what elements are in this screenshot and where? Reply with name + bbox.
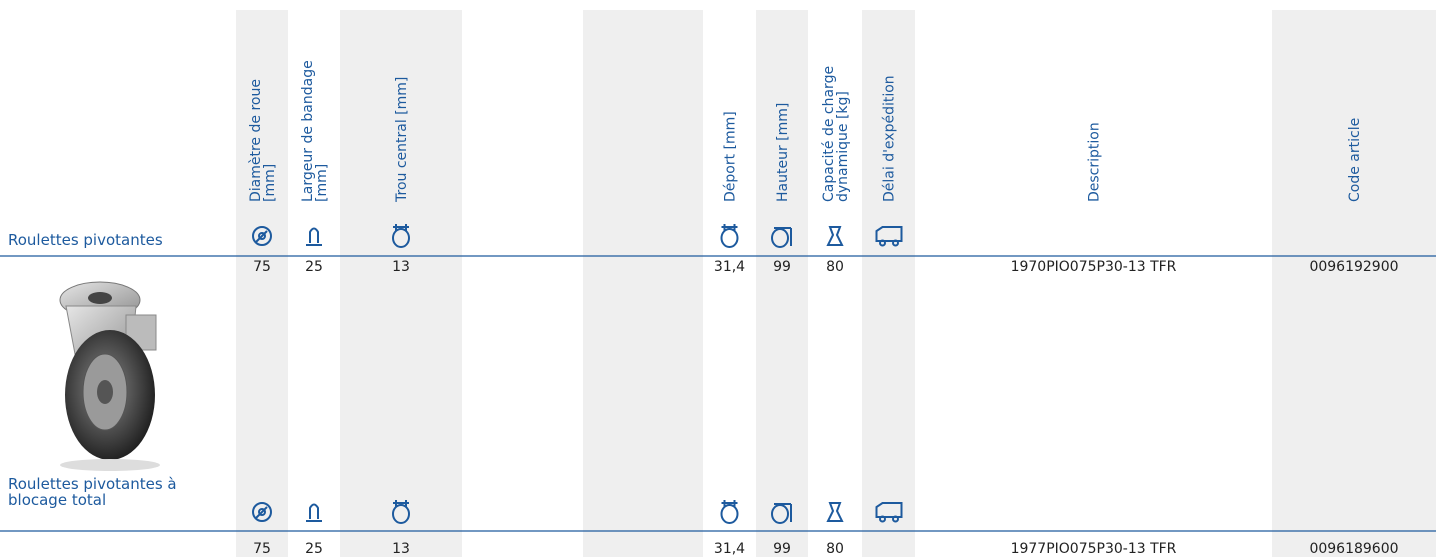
table-row: Roulettes pivotantes 75 25 13 31,4 99 80 1970PI… [8,224,1399,275]
cell-value: 31,4 [714,541,745,557]
icon [255,506,268,519]
icon [774,503,792,522]
column-header: Description [1087,122,1103,202]
icon [879,515,886,523]
icon [720,228,739,248]
cell-value: 31,4 [714,259,745,275]
icon [892,239,899,247]
column-header: [mm] [314,164,330,202]
icon [892,515,899,523]
column-header: Capacité de charge [821,66,837,202]
column-band [340,10,462,557]
cell-value: 1970PIO075P30-13 TFR [1011,259,1177,275]
column-band [236,10,288,557]
column-shading [236,10,1436,557]
cell-value: 0096192900 [1309,259,1398,275]
column-band [862,10,915,557]
icon [826,226,844,246]
cell-value: 13 [392,541,410,557]
icon [255,230,268,243]
table-header: Diamètre de roue[mm] Largeur de bandage[m… [248,60,1363,203]
column-header: Diamètre de roue [248,79,264,202]
cell-value: 25 [305,541,323,557]
column-header: Code article [1347,118,1363,202]
icon [392,504,410,524]
section-label: Roulettes pivotantes [8,231,163,249]
column-header: Hauteur [mm] [775,103,791,202]
cell-value: 25 [305,259,323,275]
cell-value: 99 [773,259,791,275]
icon [258,232,266,240]
icon [826,502,844,522]
cell-value: 80 [826,259,844,275]
section-label: Roulettes pivotantes à [8,475,177,493]
icon [392,228,410,248]
cell-value: 0096189600 [1309,541,1398,557]
cell-value: 75 [253,259,271,275]
cell-value: 75 [253,541,271,557]
icon [306,227,322,246]
icon [721,224,738,231]
column-band [756,10,808,557]
column-header: dynamique [kg] [835,91,851,202]
icon [252,226,272,246]
cell-value: 80 [826,541,844,557]
column-band [583,10,703,557]
icon [306,503,322,522]
cell-value: 13 [392,259,410,275]
column-header: Trou central [mm] [394,77,410,203]
product-image [59,281,160,471]
icon [393,500,409,507]
icon [774,227,792,246]
icon [720,504,739,524]
icon [258,508,266,516]
column-header: Largeur de bandage [300,60,316,202]
column-header: Délai d'expédition [882,75,898,202]
section-label: blocage total [8,491,106,509]
icon [252,502,272,522]
column-header: [mm] [262,164,278,202]
column-header: Déport [mm] [723,111,739,202]
icon [393,224,409,231]
icon [879,239,886,247]
cell-value: 1977PIO075P30-13 TFR [1011,541,1177,557]
column-band [1272,10,1436,557]
icon [721,500,738,507]
cell-value: 99 [773,541,791,557]
